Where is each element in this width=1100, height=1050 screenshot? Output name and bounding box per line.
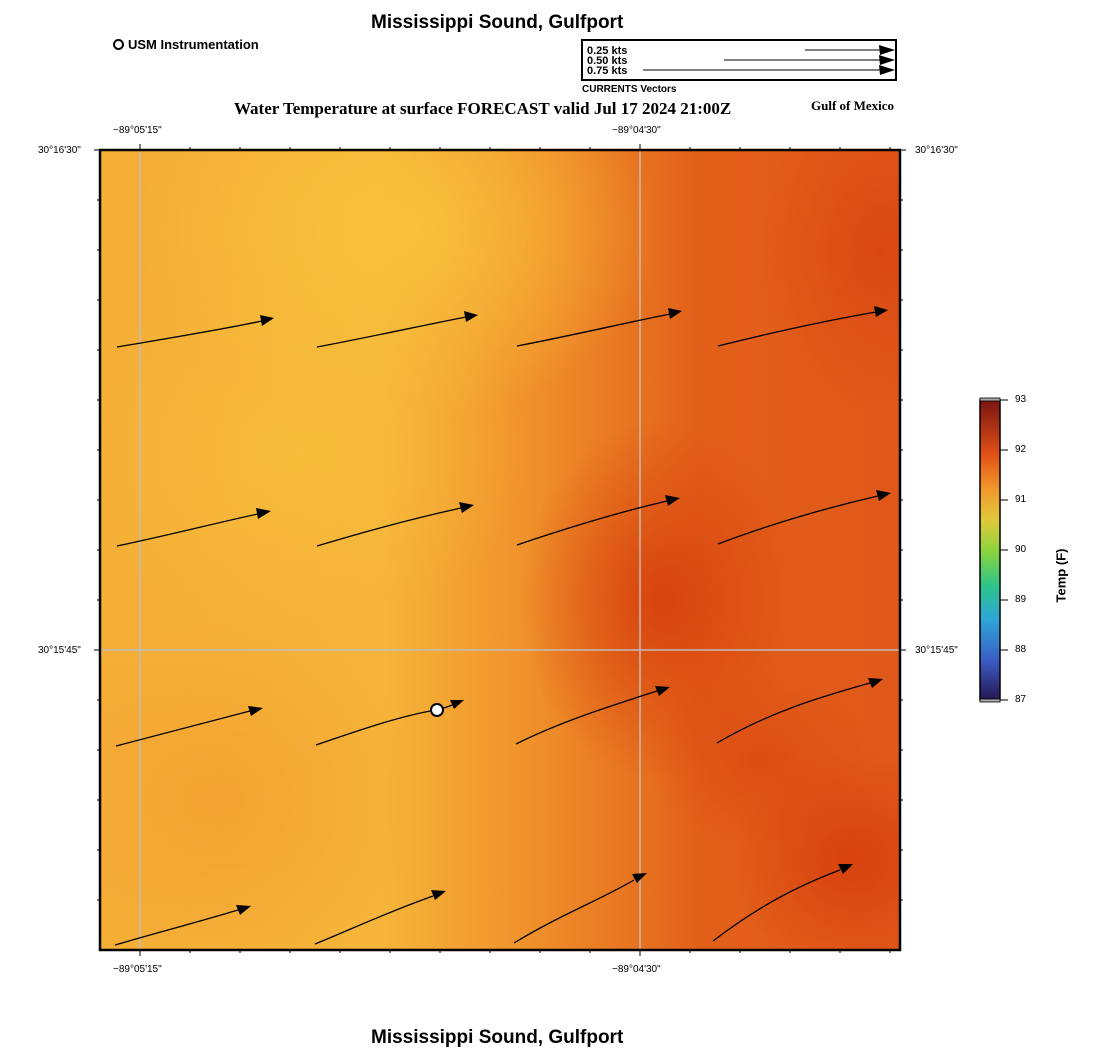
frame-ticks (94, 144, 906, 956)
lon-tick-label: −89°04'30" (612, 125, 661, 136)
current-vector (115, 710, 251, 747)
colorbar-tick-label: 93 (1015, 394, 1027, 405)
current-vector (114, 909, 239, 946)
arrowhead-icon (876, 490, 891, 501)
arrowhead-icon (256, 508, 271, 519)
arrowhead-icon (868, 678, 883, 688)
current-vector (516, 500, 668, 546)
arrowhead-icon (248, 706, 263, 716)
colorbar-cap (979, 698, 1001, 703)
lon-tick-label: −89°04'30" (612, 964, 661, 975)
current-vector (515, 690, 658, 745)
vector-legend-arrows (643, 45, 895, 75)
current-vector (116, 320, 263, 348)
legend-arrowhead-icon (879, 55, 895, 65)
current-vector (315, 704, 453, 746)
colorbar (979, 399, 1001, 701)
current-vector (717, 495, 879, 545)
lon-tick-label: −89°05'15" (113, 964, 162, 975)
colorbar-tick-label: 88 (1015, 644, 1027, 655)
legend-arrowhead-icon (879, 45, 895, 55)
lat-tick-label: 30°16'30" (38, 145, 81, 156)
current-vector (717, 311, 877, 347)
current-vectors (114, 311, 879, 946)
current-vector (516, 313, 671, 347)
lat-tick-label: 30°15'45" (915, 645, 958, 656)
current-arrowheads (236, 306, 891, 915)
arrowhead-icon (260, 315, 274, 326)
station-marker-icon (430, 703, 444, 717)
current-vector (316, 507, 462, 547)
current-vector (116, 513, 259, 547)
legend-arrowhead-icon (879, 65, 895, 75)
vector-legend-label: 0.50 kts (587, 55, 628, 67)
vector-legend-caption: CURRENTS Vectors (582, 84, 677, 95)
region-label: Gulf of Mexico (811, 98, 895, 113)
graticule (100, 150, 900, 950)
lat-tick-label: 30°15'45" (38, 645, 81, 656)
colorbar-tick-label: 87 (1015, 694, 1027, 705)
arrowhead-icon (450, 700, 464, 709)
arrowhead-icon (874, 306, 888, 317)
current-vector (316, 316, 467, 348)
vector-legend-box: 0.25 kts 0.50 kts 0.75 kts (581, 39, 897, 81)
arrowhead-icon (665, 495, 680, 506)
arrowhead-icon (655, 686, 670, 696)
lon-tick-label: −89°05'15" (113, 125, 162, 136)
arrowhead-icon (431, 890, 446, 900)
current-vector (513, 879, 635, 944)
current-vector (314, 895, 434, 945)
arrowhead-icon (632, 873, 647, 883)
station-marker-icon (113, 39, 124, 50)
vector-legend-label: 0.25 kts (587, 45, 628, 57)
colorbar-cap (979, 397, 1001, 402)
colorbar-tick-label: 91 (1015, 494, 1027, 505)
forecast-subtitle: Water Temperature at surface FORECAST va… (234, 99, 732, 118)
lat-tick-label: 30°16'30" (915, 145, 958, 156)
colorbar-title: Temp (F) (1053, 548, 1069, 603)
colorbar-tick-label: 92 (1015, 444, 1027, 455)
arrowhead-icon (668, 308, 682, 319)
current-vector (716, 682, 871, 744)
arrowhead-icon (459, 502, 474, 513)
footer-title: Mississippi Sound, Gulfport (371, 1027, 624, 1048)
station-legend-label: USM Instrumentation (128, 37, 259, 52)
arrowhead-icon (838, 864, 853, 874)
arrowhead-icon (464, 311, 478, 322)
colorbar-ticks (1000, 399, 1008, 701)
station-legend: USM Instrumentation (113, 37, 259, 52)
map-title: Mississippi Sound, Gulfport (371, 12, 624, 33)
arrowhead-icon (236, 905, 251, 915)
colorbar-tick-label: 90 (1015, 544, 1027, 555)
temperature-field (100, 150, 900, 950)
vector-legend-label: 0.75 kts (587, 65, 628, 77)
colorbar-tick-label: 89 (1015, 594, 1027, 605)
current-vector (712, 869, 841, 942)
